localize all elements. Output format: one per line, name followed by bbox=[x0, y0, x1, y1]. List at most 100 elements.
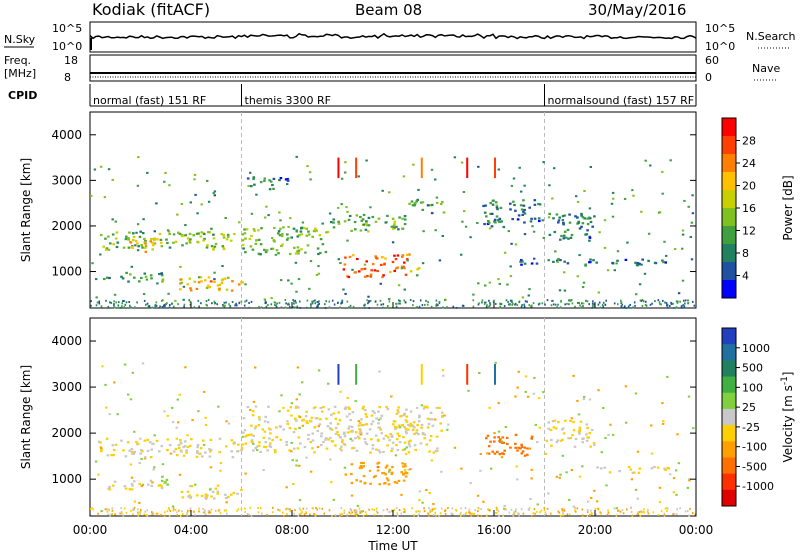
data-pixel bbox=[264, 440, 268, 444]
ground-pixel bbox=[294, 299, 297, 302]
data-pixel bbox=[236, 492, 239, 495]
data-pixel bbox=[218, 283, 222, 286]
data-pixel bbox=[351, 439, 354, 442]
ground-pixel bbox=[364, 303, 366, 306]
data-pixel bbox=[477, 282, 480, 285]
data-pixel bbox=[183, 445, 187, 448]
data-pixel bbox=[521, 213, 524, 216]
ground-pixel bbox=[179, 514, 182, 517]
data-pixel bbox=[439, 202, 443, 206]
data-pixel bbox=[199, 276, 203, 279]
ground-pixel bbox=[417, 514, 420, 517]
ground-pixel bbox=[286, 512, 288, 515]
ground-pixel bbox=[500, 303, 503, 306]
data-pixel bbox=[183, 440, 187, 443]
ground-pixel bbox=[284, 299, 287, 301]
data-pixel bbox=[296, 246, 300, 249]
data-pixel bbox=[435, 435, 439, 438]
data-pixel bbox=[179, 265, 182, 268]
ground-pixel bbox=[440, 507, 443, 510]
data-pixel bbox=[225, 445, 228, 448]
data-pixel bbox=[402, 175, 406, 178]
ground-pixel bbox=[368, 300, 370, 302]
data-pixel bbox=[401, 255, 404, 258]
data-pixel bbox=[347, 218, 351, 221]
data-pixel bbox=[112, 243, 115, 246]
data-pixel bbox=[669, 159, 672, 162]
data-pixel bbox=[309, 470, 313, 473]
data-pixel bbox=[412, 421, 416, 424]
ground-pixel bbox=[574, 305, 576, 308]
ground-pixel bbox=[683, 306, 686, 309]
ground-pixel bbox=[592, 300, 594, 303]
ground-pixel bbox=[302, 507, 305, 510]
data-pixel bbox=[290, 441, 293, 444]
data-pixel bbox=[572, 421, 575, 424]
data-pixel bbox=[311, 447, 314, 450]
data-pixel bbox=[175, 426, 178, 429]
data-pixel bbox=[263, 420, 267, 423]
data-pixel bbox=[570, 469, 574, 471]
y-axis-label: Slant Range [km] bbox=[19, 365, 33, 469]
data-pixel bbox=[143, 439, 147, 442]
data-pixel bbox=[177, 444, 181, 447]
data-pixel bbox=[414, 201, 417, 205]
data-pixel bbox=[108, 485, 111, 489]
data-pixel bbox=[588, 207, 592, 210]
data-pixel bbox=[196, 212, 199, 215]
data-pixel bbox=[533, 217, 537, 220]
y-tick-label: 1000 bbox=[51, 265, 82, 279]
data-pixel bbox=[506, 283, 509, 286]
data-pixel bbox=[359, 465, 363, 468]
data-pixel bbox=[377, 449, 381, 452]
data-pixel bbox=[225, 501, 228, 504]
data-pixel bbox=[305, 227, 308, 230]
data-pixel bbox=[204, 493, 208, 496]
data-pixel bbox=[413, 444, 417, 447]
data-pixel bbox=[554, 427, 558, 430]
freq-unit-label: [MHz] bbox=[4, 67, 36, 80]
data-pixel bbox=[164, 171, 167, 174]
ground-pixel bbox=[299, 509, 302, 512]
ground-pixel bbox=[318, 302, 320, 305]
ground-pixel bbox=[497, 510, 500, 513]
ground-pixel bbox=[163, 514, 166, 517]
data-pixel bbox=[146, 171, 149, 174]
data-pixel bbox=[407, 428, 410, 431]
ground-pixel bbox=[214, 510, 217, 512]
ground-pixel bbox=[488, 306, 490, 309]
data-pixel bbox=[144, 240, 147, 243]
data-pixel bbox=[185, 449, 188, 452]
data-pixel bbox=[330, 428, 334, 431]
data-pixel bbox=[490, 467, 493, 470]
data-pixel bbox=[176, 398, 179, 401]
data-pixel bbox=[574, 437, 578, 441]
ground-pixel bbox=[313, 513, 315, 516]
data-pixel bbox=[386, 436, 390, 439]
data-pixel bbox=[312, 407, 316, 410]
ground-pixel bbox=[159, 305, 161, 308]
data-pixel bbox=[171, 406, 174, 409]
data-pixel bbox=[359, 433, 363, 436]
ground-pixel bbox=[659, 302, 661, 305]
data-pixel bbox=[129, 463, 133, 466]
ground-pixel bbox=[474, 509, 476, 512]
data-pixel bbox=[343, 466, 347, 469]
ground-pixel bbox=[146, 302, 149, 305]
data-pixel bbox=[551, 197, 554, 200]
data-pixel bbox=[388, 298, 391, 300]
ground-pixel bbox=[455, 509, 458, 512]
data-pixel bbox=[552, 217, 555, 220]
ground-pixel bbox=[666, 509, 668, 512]
data-pixel bbox=[548, 212, 551, 215]
cpid-segments: normal (fast) 151 RF themis 3300 RF normal… bbox=[89, 84, 697, 107]
ground-pixel bbox=[163, 303, 166, 306]
ground-pixel bbox=[638, 511, 641, 513]
ground-pixel bbox=[622, 512, 625, 515]
data-pixel bbox=[293, 447, 296, 450]
data-pixel bbox=[306, 165, 309, 168]
data-pixel bbox=[140, 276, 143, 280]
ground-pixel bbox=[589, 514, 591, 516]
ground-pixel bbox=[509, 303, 511, 306]
data-pixel bbox=[256, 449, 259, 452]
